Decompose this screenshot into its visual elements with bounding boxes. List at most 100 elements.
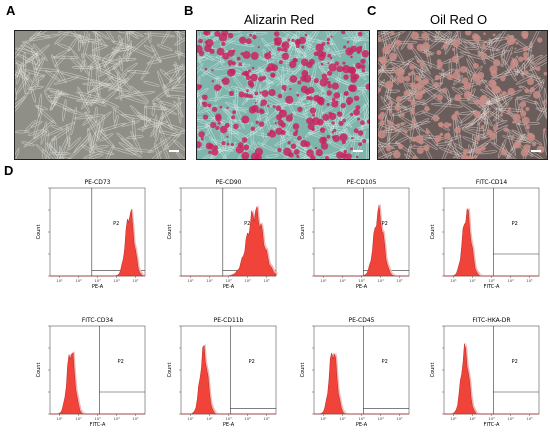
histogram-title: FITC-CD34 xyxy=(82,317,114,324)
x-tick-label: 10¹ xyxy=(56,278,63,283)
panel-title-c: Oil Red O xyxy=(430,12,488,27)
y-axis-label: Count xyxy=(430,363,436,378)
gate-label: P2 xyxy=(512,221,518,227)
x-tick-label: 10⁴ xyxy=(244,278,251,283)
y-axis-label: Count xyxy=(36,363,42,378)
x-tick-label: 10⁵ xyxy=(132,278,139,283)
histogram-curve xyxy=(50,352,145,415)
x-tick-label: 10³ xyxy=(225,278,232,283)
x-tick-label: 10¹ xyxy=(450,278,457,283)
gate-label: P2 xyxy=(118,359,124,365)
histogram-title: FITC-CD14 xyxy=(476,179,508,186)
x-tick-label: 10² xyxy=(206,416,213,421)
histogram-title: FITC-HKA-DR xyxy=(472,317,510,324)
y-axis-label: Count xyxy=(300,363,306,378)
x-axis-label: PE-A xyxy=(356,422,368,428)
y-axis-label: Count xyxy=(36,225,42,240)
gate-label: P2 xyxy=(382,359,388,365)
histogram-7: PE-CD45 P2 10¹ 10² 10³ 10⁴ 10⁵ PE-A Count xyxy=(300,317,411,428)
histogram-8: FITC-HKA-DR P2 10¹ 10² 10³ 10⁴ 10⁵ FITC-A Count xyxy=(430,317,541,428)
x-tick-label: 10³ xyxy=(488,416,495,421)
panel-title-b: Alizarin Red xyxy=(244,12,315,27)
micrograph-b-alizarin-red xyxy=(196,30,370,160)
micrograph-b-image xyxy=(197,31,369,159)
histogram-1: PE-CD73 P2 10¹ 10² 10³ 10⁴ 10⁵ PE-A Count xyxy=(36,179,147,290)
micrograph-a xyxy=(14,30,186,160)
histogram-halo xyxy=(315,203,411,275)
histogram-curve xyxy=(314,352,409,415)
x-tick-label: 10¹ xyxy=(320,278,327,283)
x-tick-label: 10³ xyxy=(225,416,232,421)
histogram-curve xyxy=(50,209,146,277)
histogram-curve xyxy=(444,208,539,277)
histogram-curve xyxy=(314,204,409,277)
x-tick-label: 10¹ xyxy=(187,278,194,283)
y-axis-label: Count xyxy=(300,225,306,240)
micrograph-c-image xyxy=(378,31,547,159)
x-tick-label: 10³ xyxy=(358,278,365,283)
x-axis-label: FITC-A xyxy=(484,422,500,428)
x-tick-label: 10² xyxy=(469,278,476,283)
x-tick-label: 10⁴ xyxy=(113,278,120,283)
x-tick-label: 10³ xyxy=(358,416,365,421)
x-tick-label: 10² xyxy=(339,416,346,421)
x-tick-label: 10¹ xyxy=(450,416,457,421)
histogram-5: FITC-CD34 P2 10¹ 10² 10³ 10⁴ 10⁵ FITC-A Count xyxy=(36,317,147,428)
panel-label-c: C xyxy=(367,3,377,18)
histogram-title: PE-CD45 xyxy=(348,317,374,324)
x-tick-label: 10⁴ xyxy=(377,278,384,283)
histogram-curve xyxy=(181,344,276,415)
x-tick-label: 10⁵ xyxy=(396,278,403,283)
x-axis-label: PE-A xyxy=(356,284,368,290)
histogram-4: FITC-CD14 P2 10¹ 10² 10³ 10⁴ 10⁵ FITC-A Count xyxy=(430,179,541,290)
histogram-6: PE-CD11b P2 10¹ 10² 10³ 10⁴ 10⁵ PE-A Count xyxy=(167,317,278,428)
x-tick-label: 10² xyxy=(75,278,82,283)
x-tick-label: 10⁴ xyxy=(377,416,384,421)
x-tick-label: 10¹ xyxy=(320,416,327,421)
x-tick-label: 10³ xyxy=(488,278,495,283)
gate-label: P2 xyxy=(382,221,388,227)
x-tick-label: 10³ xyxy=(94,278,101,283)
micrograph-a-image xyxy=(15,31,185,159)
plot-frame xyxy=(443,187,540,277)
x-tick-label: 10² xyxy=(206,278,213,283)
plot-frame xyxy=(313,187,410,277)
x-tick-label: 10⁵ xyxy=(526,278,533,283)
y-axis-label: Count xyxy=(430,225,436,240)
x-tick-label: 10⁴ xyxy=(507,416,514,421)
gate-label: P2 xyxy=(249,359,255,365)
x-tick-label: 10² xyxy=(75,416,82,421)
x-axis-label: PE-A xyxy=(223,422,235,428)
histogram-title: PE-CD90 xyxy=(215,179,241,186)
gate-label: P2 xyxy=(244,221,250,227)
x-axis-label: FITC-A xyxy=(484,284,500,290)
histogram-2: PE-CD90 P2 10¹ 10² 10³ 10⁴ 10⁵ PE-A Count xyxy=(167,179,278,290)
histogram-title: PE-CD73 xyxy=(84,179,110,186)
histogram-title: PE-CD11b xyxy=(214,317,244,324)
micrograph-c-oil-red-o xyxy=(377,30,548,160)
x-tick-label: 10⁵ xyxy=(526,416,533,421)
histogram-3: PE-CD105 P2 10¹ 10² 10³ 10⁴ 10⁵ PE-A Count xyxy=(300,179,411,290)
x-tick-label: 10⁴ xyxy=(507,278,514,283)
panel-label-d: D xyxy=(4,163,14,178)
y-axis-label: Count xyxy=(167,225,173,240)
histogram-curve xyxy=(181,206,277,277)
plot-frame xyxy=(180,325,277,415)
x-tick-label: 10⁵ xyxy=(263,416,270,421)
x-tick-label: 10⁵ xyxy=(263,278,270,283)
gate-label: P2 xyxy=(512,359,518,365)
histogram-title: PE-CD105 xyxy=(347,179,377,186)
x-tick-label: 10⁵ xyxy=(132,416,139,421)
x-tick-label: 10² xyxy=(469,416,476,421)
histogram-curve xyxy=(444,343,539,415)
x-tick-label: 10⁴ xyxy=(113,416,120,421)
panel-label-b: B xyxy=(184,3,194,18)
x-tick-label: 10³ xyxy=(94,416,101,421)
x-axis-label: FITC-A xyxy=(90,422,106,428)
y-axis-label: Count xyxy=(167,363,173,378)
x-tick-label: 10⁵ xyxy=(396,416,403,421)
x-axis-label: PE-A xyxy=(223,284,235,290)
x-axis-label: PE-A xyxy=(92,284,104,290)
gate-label: P2 xyxy=(113,221,119,227)
